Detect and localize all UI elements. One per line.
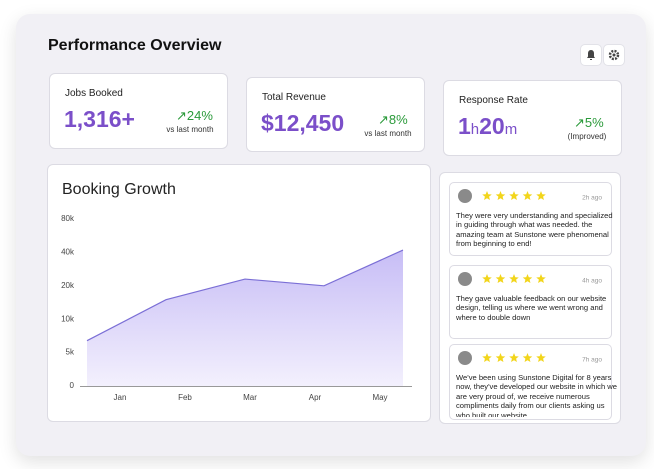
review-time: 4h ago — [582, 278, 602, 285]
stat-label: Response Rate — [459, 95, 528, 106]
star-icon — [495, 274, 506, 284]
star-icon — [536, 191, 546, 201]
stat-value: $12,450 — [261, 110, 345, 136]
x-tick-label: Mar — [243, 393, 257, 402]
star-icon — [509, 191, 519, 201]
stat-change: ↗8% — [378, 112, 408, 127]
review-time: 7h ago — [582, 357, 602, 364]
avatar — [458, 272, 472, 286]
y-tick-label: 20k — [61, 281, 75, 290]
page-title: Performance Overview — [48, 37, 222, 54]
stat-card: Response Rate 1h20m ↗5% (Improved) — [443, 80, 622, 156]
star-icon — [482, 191, 492, 201]
chart-title: Booking Growth — [62, 181, 176, 198]
star-icon — [522, 191, 533, 201]
gear-icon — [608, 49, 620, 61]
y-tick-label: 80k — [61, 214, 75, 223]
stat-note: vs last month — [364, 129, 412, 138]
star-icon — [509, 274, 519, 284]
stat-change-text: 5% — [584, 115, 604, 130]
area-fill — [87, 250, 403, 386]
settings-button[interactable] — [603, 44, 625, 66]
review-card — [449, 182, 612, 256]
notifications-button[interactable] — [580, 44, 602, 66]
stat-note: (Improved) — [567, 132, 607, 141]
x-tick-label: Jan — [114, 393, 127, 402]
value-part: m — [504, 121, 518, 138]
review-time: 2h ago — [582, 195, 602, 202]
review-text: They were very understanding and special… — [456, 211, 613, 249]
stat-label: Jobs Booked — [65, 88, 123, 99]
star-icon — [509, 353, 519, 363]
x-tick-label: Feb — [178, 393, 192, 402]
review-card — [449, 265, 612, 339]
stat-change: ↗24% — [176, 108, 213, 123]
stat-note: vs last month — [166, 125, 214, 134]
y-tick-label: 40k — [61, 248, 75, 257]
star-icon — [495, 353, 506, 363]
review-text: They gave valuable feedback on our websi… — [456, 294, 607, 322]
stat-card: Total Revenue $12,450 ↗8% vs last month — [246, 77, 425, 152]
star-icon — [536, 274, 546, 284]
avatar — [458, 189, 472, 203]
area-line — [86, 249, 404, 342]
y-tick-label: 10k — [61, 314, 75, 323]
star-icon — [482, 353, 492, 363]
value-part: h — [470, 121, 480, 138]
y-tick-label: 5k — [66, 348, 75, 357]
stat-change-text: 24% — [186, 108, 213, 123]
star-icon — [522, 274, 533, 284]
stat-change-text: 8% — [388, 112, 408, 127]
stat-card: Jobs Booked 1,316+ ↗24% vs last month — [49, 73, 228, 149]
star-icon — [522, 353, 533, 363]
stat-value: 1h20m — [458, 113, 517, 140]
x-tick-label: Apr — [309, 393, 322, 402]
star-icon — [482, 274, 492, 284]
review-text: We've been using Sunstone Digital for 8 … — [456, 373, 618, 417]
value-part: 20 — [479, 113, 505, 139]
stat-change: ↗5% — [574, 115, 604, 130]
star-icon — [495, 191, 506, 201]
x-tick-label: May — [372, 393, 387, 402]
y-tick-label: 0 — [70, 381, 75, 390]
stat-value: 1,316+ — [64, 106, 135, 132]
avatar — [458, 351, 472, 365]
bell-icon — [587, 50, 595, 60]
stat-label: Total Revenue — [262, 92, 326, 103]
star-icon — [536, 353, 546, 363]
value-part: 1 — [458, 113, 471, 139]
